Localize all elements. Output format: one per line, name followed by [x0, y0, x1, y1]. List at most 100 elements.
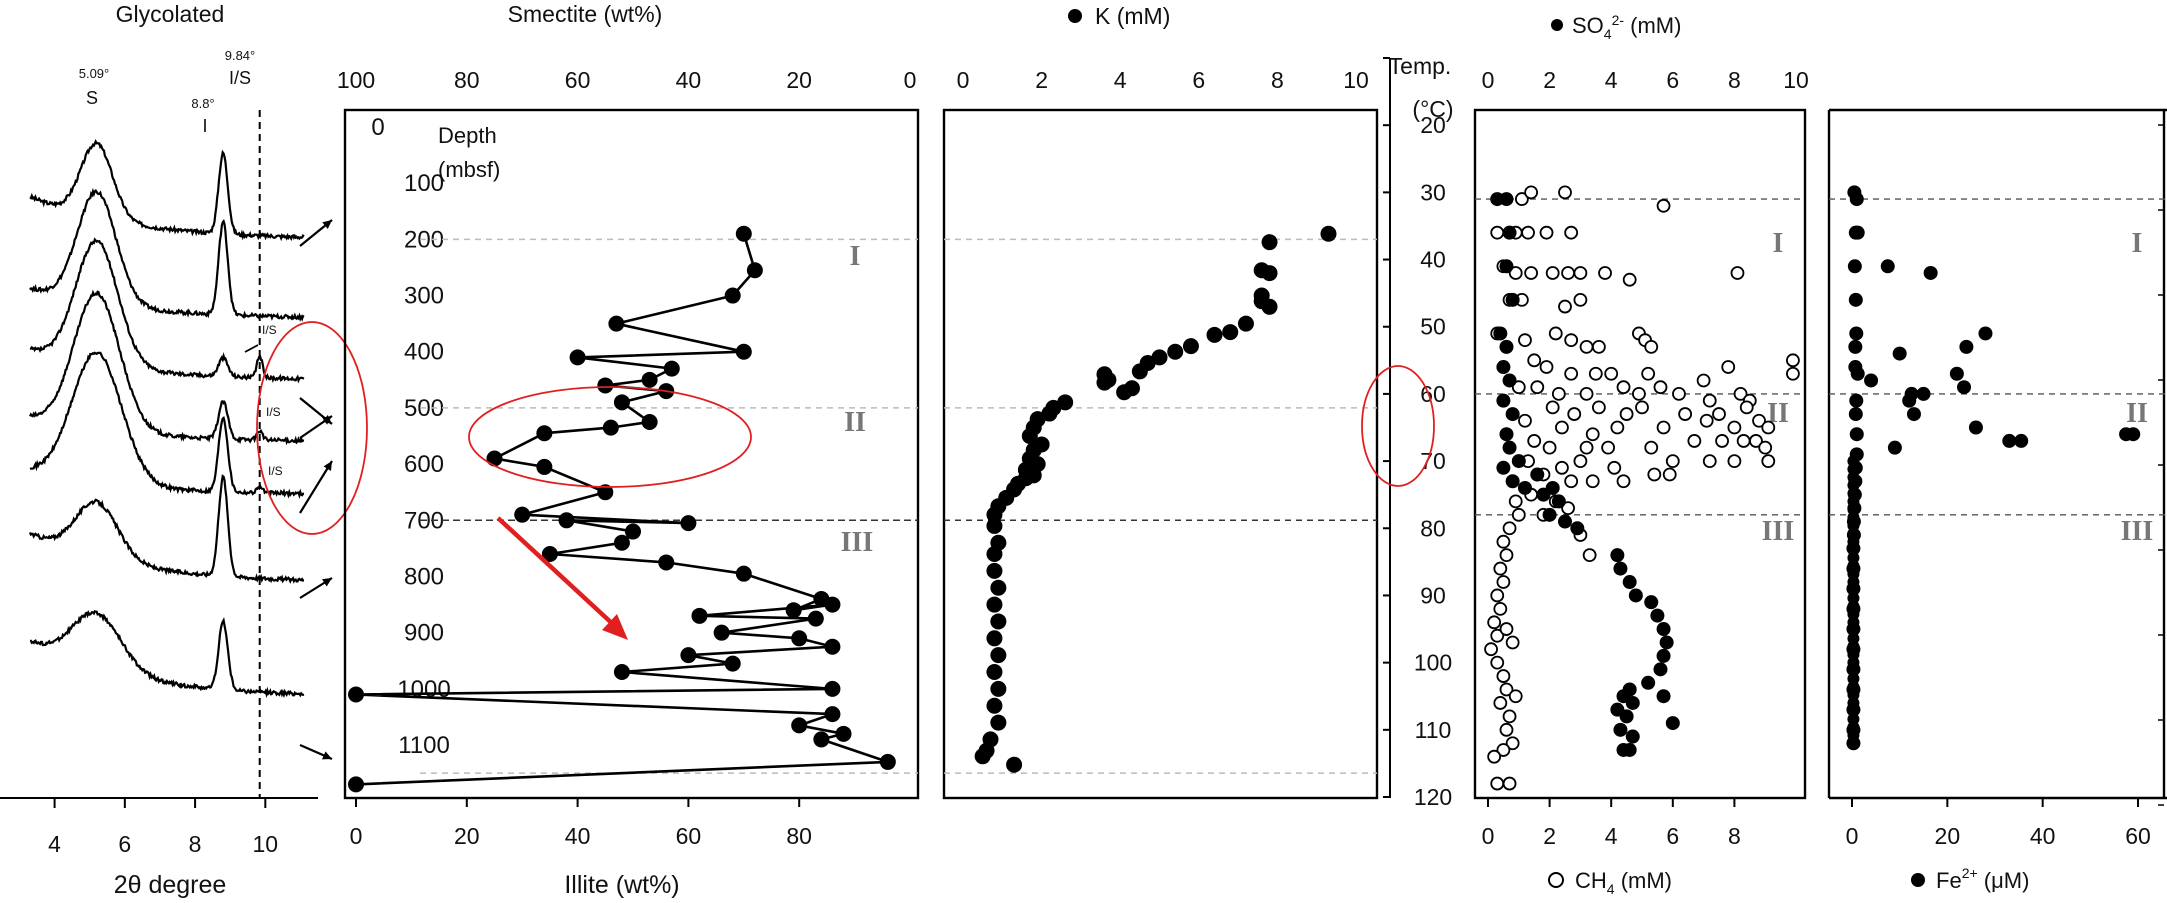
- illite-point: [569, 349, 586, 366]
- methane-point: [1502, 521, 1517, 536]
- iron-point: [1880, 259, 1895, 274]
- k-top-tick-label: 0: [957, 67, 970, 93]
- illite-point: [658, 554, 675, 571]
- methane-point: [1511, 380, 1526, 395]
- sulfate-top-tick-label: 6: [1666, 67, 1679, 93]
- k-point: [1100, 371, 1117, 388]
- illite-panel: Smectite (wt%) Illite (wt%) Depth (mbsf)…: [337, 1, 920, 899]
- methane-point: [1702, 393, 1717, 408]
- smectite-top-tick-label: 20: [786, 67, 812, 93]
- illite-peak-angle: 8.8°: [191, 96, 214, 111]
- smectite-peak-angle: 5.09°: [79, 66, 110, 81]
- illite-point: [824, 706, 841, 723]
- methane-point: [1502, 776, 1517, 791]
- depth-tick-label: 400: [404, 339, 444, 366]
- iron-point: [1949, 366, 1964, 381]
- methane-point: [1712, 407, 1726, 421]
- unit-label: II: [2126, 398, 2148, 429]
- illite-point: [613, 664, 630, 681]
- methane-point: [1502, 709, 1517, 724]
- illite-point: [813, 731, 830, 748]
- temperature-tick-label: 30: [1420, 179, 1446, 205]
- k-point: [1261, 234, 1278, 251]
- methane-point: [1542, 440, 1557, 455]
- k-point: [1006, 756, 1023, 773]
- unit-label: II: [1767, 398, 1789, 429]
- porewater-plot-frame: [1473, 108, 1807, 800]
- illite-x-tick-label: 0: [350, 823, 363, 849]
- smectite-top-tick-label: 60: [565, 67, 591, 93]
- methane-point: [1505, 736, 1520, 751]
- methane-point: [1490, 628, 1505, 643]
- trend-arrowhead: [602, 614, 628, 640]
- methane-point: [1656, 198, 1671, 213]
- illite-point: [663, 360, 680, 377]
- methane-point: [1524, 185, 1539, 200]
- sulfate-top-tick-label: 4: [1605, 67, 1618, 93]
- sulfate-point: [1551, 494, 1566, 509]
- k-point: [1237, 315, 1254, 332]
- porewater-panel: Temp. (°C) SO42- (mM) CH4 (mM) 203040506…: [1361, 12, 1809, 897]
- k-top-tick-label: 4: [1114, 67, 1127, 93]
- methane-point: [1579, 339, 1594, 354]
- iron-point: [1847, 259, 1862, 274]
- smectite-top-axis-label: Smectite (wt%): [508, 1, 663, 27]
- iron-point: [1848, 292, 1863, 307]
- sulfate-point: [1613, 561, 1628, 576]
- xrd-title: Glycolated: [116, 1, 225, 27]
- illite-point: [724, 655, 741, 672]
- unit-label: I: [2132, 228, 2143, 259]
- xrd-link-arrowhead: [322, 751, 332, 760]
- iron-point: [1847, 737, 1860, 750]
- methane-point: [1561, 501, 1575, 516]
- methane-point: [1499, 548, 1514, 563]
- methane-point: [1579, 387, 1594, 401]
- temperature-tick-label: 20: [1420, 112, 1446, 138]
- methane-point: [1739, 400, 1754, 415]
- iron-point: [1850, 225, 1865, 240]
- methane-point: [1579, 440, 1594, 455]
- illite-point: [536, 425, 553, 442]
- potassium-panel: K (mM) 0 2 4 6 8 10: [942, 3, 1379, 800]
- methane-point: [1616, 380, 1631, 395]
- methane-point: [1496, 534, 1511, 549]
- methane-point: [1678, 407, 1693, 421]
- illite-point: [558, 512, 575, 529]
- unit-label: I: [1773, 228, 1784, 259]
- iron-point: [1968, 420, 1983, 435]
- illite-point: [597, 484, 614, 501]
- depth-tick-label: 600: [404, 451, 444, 478]
- k-point: [986, 664, 1003, 681]
- highlight-ellipse-temperature: [1361, 365, 1435, 487]
- temperature-tick-label: 70: [1420, 448, 1446, 474]
- methane-point: [1786, 366, 1800, 381]
- illite-x-tick-label: 80: [786, 823, 812, 849]
- methane-point: [1644, 339, 1659, 354]
- iron-legend-marker: [1911, 873, 1925, 887]
- sulfate-point: [1499, 339, 1514, 354]
- illite-point: [680, 515, 697, 532]
- iron-point: [1848, 339, 1863, 354]
- unit-label: III: [2121, 516, 2154, 547]
- methane-point: [1591, 400, 1606, 415]
- temperature-tick-label: 110: [1415, 717, 1452, 743]
- depth-label: Depth: [438, 123, 497, 148]
- iron-x-tick-label: 20: [1935, 823, 1961, 849]
- highlight-ellipse-illite: [468, 386, 752, 488]
- methane-point: [1736, 434, 1751, 448]
- iron-point: [1864, 373, 1879, 388]
- illite-point: [625, 523, 641, 540]
- k-point: [986, 630, 1003, 647]
- methane-point: [1499, 722, 1514, 737]
- iron-point: [1850, 366, 1865, 381]
- illite-point: [608, 315, 625, 332]
- k-top-tick-label: 6: [1192, 67, 1205, 93]
- methane-point: [1514, 192, 1529, 206]
- temperature-tick-label: 90: [1420, 582, 1446, 608]
- highlight-ellipse-xrd: [256, 321, 368, 535]
- is-side-label: I/S: [262, 323, 277, 337]
- sulfate-point: [1517, 480, 1532, 495]
- illite-point: [879, 753, 896, 770]
- methane-point: [1524, 266, 1539, 280]
